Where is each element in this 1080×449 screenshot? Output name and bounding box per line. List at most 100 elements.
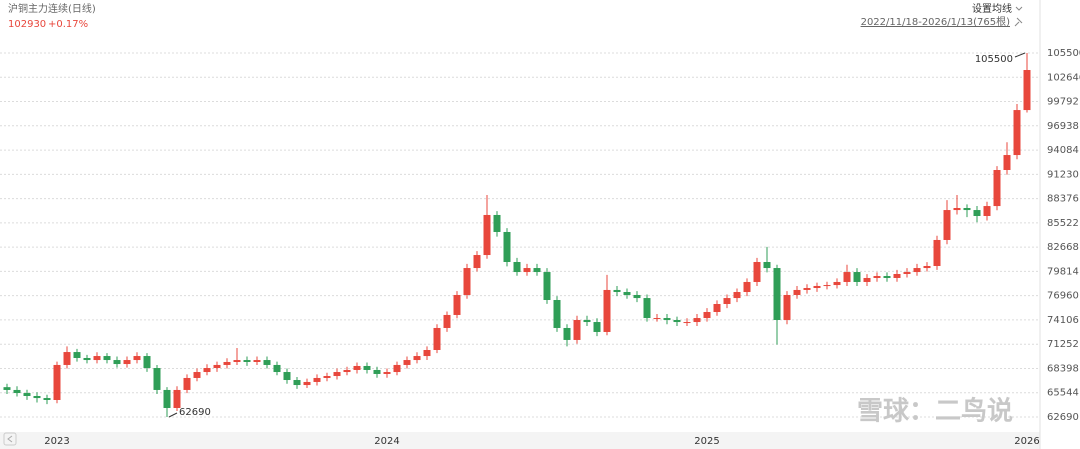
candle-body (623, 292, 631, 295)
y-tick-label: 68398 (1047, 363, 1079, 374)
y-tick-label: 76960 (1047, 291, 1079, 302)
candle-body (933, 239, 941, 266)
candle-body (533, 268, 541, 273)
candle-body (293, 380, 301, 386)
candle-body (813, 285, 821, 289)
candle-body (193, 372, 201, 378)
candle-body (313, 377, 321, 382)
candle-body (1023, 70, 1031, 111)
candle-body (113, 360, 121, 365)
candle-body (63, 352, 71, 365)
candle-body (103, 356, 111, 361)
candle-body (423, 350, 431, 357)
candle-body (583, 319, 591, 323)
candle-body (783, 294, 791, 320)
plot: 105500 62690 (0, 52, 1040, 418)
candle-body (263, 360, 271, 365)
candle-body (823, 285, 831, 287)
x-axis-band (0, 432, 1040, 449)
candle-body (223, 361, 231, 365)
y-tick-label: 82668 (1047, 242, 1079, 253)
candle-body (573, 319, 581, 340)
candle-body (183, 377, 191, 390)
candle-body (603, 289, 611, 332)
candle-body (563, 327, 571, 340)
y-tick-label: 85522 (1047, 218, 1079, 229)
candle-body (273, 364, 281, 373)
candle-body (773, 268, 781, 320)
chart-title: 沪铜主力连续(日线) (8, 2, 96, 15)
candle-body (323, 376, 331, 378)
candle-body (643, 298, 651, 319)
candle-body (753, 261, 761, 282)
candle-body (923, 265, 931, 269)
candle-body (853, 272, 861, 282)
candle-body (743, 281, 751, 293)
watermark: 雪球：二鸟说 (857, 396, 1013, 427)
candle-body (523, 268, 531, 273)
candle-body (373, 369, 381, 374)
candle-body (953, 208, 961, 211)
candle-body (13, 389, 21, 394)
high-annotation: 105500 (975, 54, 1013, 65)
candle-body (693, 318, 701, 323)
candle-body (553, 300, 561, 328)
candle-body (973, 210, 981, 216)
candle-body (153, 368, 161, 390)
candle-body (73, 352, 81, 358)
candle-body (983, 206, 991, 216)
candle-body (173, 389, 181, 408)
candle-body (723, 298, 731, 305)
candle-body (133, 356, 141, 361)
candle-body (893, 273, 901, 278)
candle-body (733, 292, 741, 299)
scroll-left[interactable] (3, 432, 17, 446)
candle-body (283, 372, 291, 381)
annotation-arrow (168, 412, 178, 418)
candle-body (613, 289, 621, 293)
candle-body (883, 276, 891, 278)
candle-body (163, 389, 171, 408)
candle-body (243, 360, 251, 362)
pin-icon[interactable] (1014, 17, 1023, 27)
candle-body (33, 395, 41, 399)
candle-body (363, 365, 371, 370)
y-tick-label: 91230 (1047, 169, 1079, 180)
annotation-arrow (1014, 52, 1026, 58)
candle-body (203, 368, 211, 373)
candle-body (443, 314, 451, 328)
candle-body (83, 357, 91, 361)
candle-body (633, 294, 641, 299)
candle-body (943, 210, 951, 240)
x-tick-label: 2024 (374, 436, 399, 447)
candle-body (43, 398, 51, 400)
y-tick-label: 96938 (1047, 121, 1079, 132)
candle-body (213, 364, 221, 369)
candle-body (903, 272, 911, 274)
y-tick-label: 88376 (1047, 194, 1079, 205)
y-tick-label: 71252 (1047, 339, 1079, 350)
y-tick-label: 74106 (1047, 315, 1079, 326)
candle-body (833, 281, 841, 286)
y-tick-label: 65544 (1047, 388, 1079, 399)
candle-body (93, 356, 101, 361)
candle-body (413, 356, 421, 361)
candle-body (393, 364, 401, 373)
ma-button[interactable]: 设置均线 (972, 2, 1012, 15)
y-tick-label: 79814 (1047, 266, 1079, 277)
candle-body (713, 304, 721, 312)
candle-body (493, 214, 501, 232)
candle-body (993, 169, 1001, 207)
y-tick-label: 102646 (1047, 72, 1080, 83)
candle-body (703, 311, 711, 319)
candle-body (123, 360, 131, 365)
x-tick-label: 2023 (44, 436, 69, 447)
candle-body (453, 294, 461, 315)
candle-body (343, 369, 351, 373)
candle-body (403, 360, 411, 365)
candle-body (253, 360, 261, 362)
range-label[interactable]: 2022/11/18-2026/1/13(765根) (861, 15, 1011, 28)
